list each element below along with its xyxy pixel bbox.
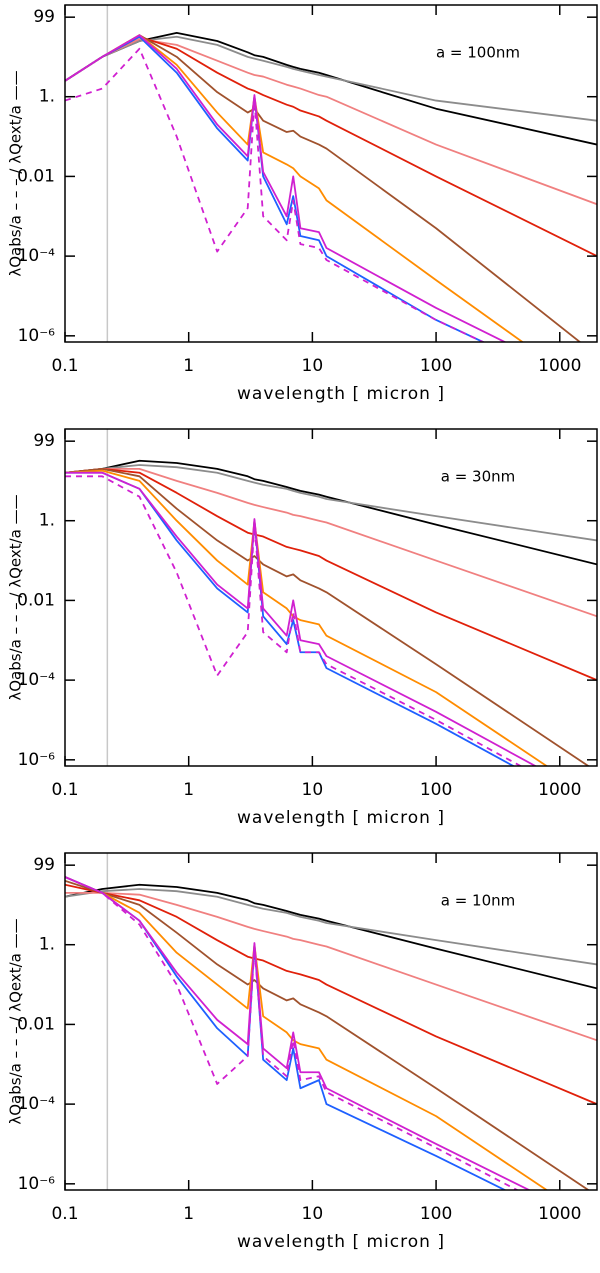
series-line (65, 464, 597, 542)
x-axis-label: wavelength [ micron ] (237, 384, 445, 404)
series-line (65, 467, 597, 681)
y-axis-label: λQabs/a – – – / λQext/a —— (7, 918, 25, 1124)
x-tick-label: 1 (183, 1204, 194, 1224)
x-tick-label: 1 (183, 780, 194, 800)
x-tick-label: 0.1 (51, 780, 78, 800)
x-tick-label: 100 (420, 1204, 452, 1224)
panel: 10⁻⁶ 10⁻⁴ 0.01 1. 99 0.1 1 10 100 1000 wavelength … (7, 4, 598, 404)
y-tick-label: 0.01 (17, 166, 55, 186)
x-tick-label: 100 (420, 780, 452, 800)
y-axis-label: λQabs/a – – – / λQext/a —— (7, 494, 25, 700)
series-line (65, 471, 538, 766)
series-line (65, 459, 597, 566)
y-tick-label: 99 (33, 431, 55, 451)
series-line (65, 469, 549, 766)
x-tick-label: 0.1 (51, 356, 78, 376)
y-tick-label: 0.01 (17, 590, 55, 610)
plot-area (65, 876, 597, 1190)
series-line (65, 880, 590, 1190)
series-line (65, 876, 532, 1190)
x-tick-label: 1 (183, 356, 194, 376)
panel: 10⁻⁶ 10⁻⁴ 0.01 1. 99 0.1 1 10 100 1000 wavelength … (7, 428, 598, 828)
plot-area (65, 31, 597, 342)
y-tick-label: 99 (33, 855, 55, 875)
y-axis-label: λQabs/a – – – / λQext/a —— (7, 70, 25, 276)
x-tick-label: 100 (420, 356, 452, 376)
annotation: a = 10nm (441, 892, 516, 910)
annotation: a = 100nm (436, 44, 520, 62)
x-axis-label: wavelength [ micron ] (237, 1232, 445, 1252)
series-line (65, 883, 597, 1105)
series-line (65, 34, 507, 342)
x-tick-label: 10 (302, 1204, 324, 1224)
annotation: a = 30nm (441, 468, 516, 486)
x-tick-label: 10 (302, 356, 324, 376)
y-tick-label: 1. (39, 935, 55, 955)
series-line (65, 34, 582, 342)
series-line (65, 891, 597, 1042)
y-tick-label: 99 (33, 7, 55, 27)
series-line (65, 888, 597, 966)
series-line (65, 475, 523, 766)
y-tick-label: 10⁻⁴ (18, 246, 56, 266)
x-tick-label: 1000 (538, 1204, 581, 1224)
series-line (65, 876, 507, 1190)
x-tick-label: 1000 (538, 356, 581, 376)
series-line (65, 876, 519, 1190)
series-line (65, 35, 486, 342)
y-tick-label: 10⁻⁴ (18, 670, 56, 690)
series-line (65, 467, 590, 766)
y-tick-label: 1. (39, 511, 55, 531)
x-axis-label: wavelength [ micron ] (237, 808, 445, 828)
x-tick-label: 0.1 (51, 1204, 78, 1224)
y-tick-label: 10⁻⁴ (18, 1094, 56, 1114)
y-tick-label: 10⁻⁶ (18, 326, 56, 346)
y-tick-label: 1. (39, 87, 55, 107)
x-tick-label: 10 (302, 780, 324, 800)
y-tick-label: 10⁻⁶ (18, 750, 56, 770)
series-line (65, 35, 597, 122)
series-line (65, 467, 597, 618)
x-tick-label: 1000 (538, 780, 581, 800)
series-line (65, 38, 597, 206)
y-tick-label: 10⁻⁶ (18, 1174, 56, 1194)
plot-area (65, 459, 597, 766)
plot-frame (64, 4, 598, 343)
series-line (65, 876, 549, 1190)
y-tick-label: 0.01 (17, 1014, 55, 1034)
series-line (65, 35, 597, 257)
plot-frame (64, 852, 598, 1191)
plot-frame (64, 428, 598, 767)
series-line (65, 34, 525, 342)
series-line (65, 31, 597, 146)
series-line (65, 47, 486, 342)
panel: 10⁻⁶ 10⁻⁴ 0.01 1. 99 0.1 1 10 100 1000 wavelength … (7, 852, 598, 1252)
series-line (65, 883, 597, 990)
